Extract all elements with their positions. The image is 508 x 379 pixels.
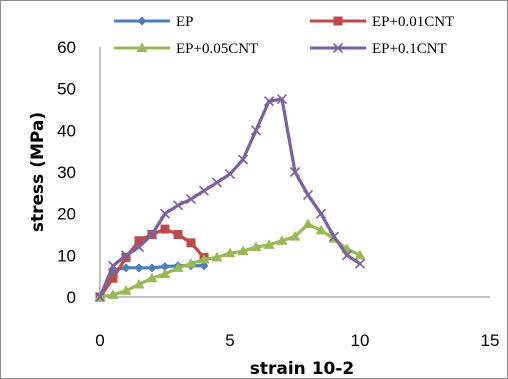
data-point <box>185 194 197 205</box>
legend-label: EP+0.01CNT <box>372 14 454 30</box>
data-point <box>173 230 183 239</box>
legend-item: EP+0.1CNT <box>310 41 447 57</box>
series-ep-0-1cnt <box>94 94 366 303</box>
data-point <box>289 231 301 241</box>
data-point <box>250 125 262 136</box>
data-point <box>263 239 275 249</box>
data-point <box>172 262 184 272</box>
y-tick-label: 50 <box>57 80 76 99</box>
x-tick-label: 15 <box>481 331 500 350</box>
data-point <box>224 247 236 258</box>
data-point <box>302 218 314 229</box>
legend-marker <box>333 16 343 26</box>
data-point <box>237 154 249 165</box>
data-point <box>133 279 145 289</box>
legend-label: EP+0.05CNT <box>176 41 258 57</box>
data-point <box>134 236 144 246</box>
data-point <box>159 208 171 219</box>
legend-item: EP+0.05CNT <box>114 41 258 57</box>
y-axis-title: stress (MPa) <box>28 112 48 232</box>
data-point <box>146 229 158 240</box>
data-point <box>250 241 262 251</box>
data-point <box>120 250 132 261</box>
data-point <box>341 250 353 261</box>
data-point <box>94 291 106 303</box>
y-tick-label: 0 <box>67 288 76 307</box>
legend-item: EP <box>114 14 194 30</box>
legend-label: EP <box>176 14 194 30</box>
data-point <box>160 224 170 234</box>
data-point <box>211 251 223 262</box>
x-axis-title: strain 10-2 <box>250 359 355 379</box>
data-point <box>134 263 144 273</box>
data-point <box>108 273 118 283</box>
legend-item: EP+0.01CNT <box>310 14 454 30</box>
data-point <box>315 224 327 235</box>
y-tick-label: 20 <box>57 205 76 224</box>
data-point <box>146 272 158 283</box>
data-point <box>121 252 131 262</box>
data-point <box>302 189 314 200</box>
data-point <box>211 177 223 188</box>
data-point <box>354 258 366 269</box>
data-point <box>159 268 171 279</box>
data-point <box>198 185 210 196</box>
data-point <box>276 94 288 105</box>
x-tick-label: 5 <box>225 331 234 350</box>
data-point <box>133 241 145 253</box>
axes <box>99 47 490 298</box>
y-tick-label: 40 <box>57 121 76 140</box>
data-point <box>172 200 184 211</box>
data-point <box>186 238 196 248</box>
data-point <box>107 260 119 271</box>
data-point <box>263 96 275 107</box>
y-tick-label: 10 <box>57 246 76 265</box>
data-point <box>354 249 366 260</box>
data-point <box>289 166 301 178</box>
y-tick-label: 30 <box>57 163 76 182</box>
tick-labels: 0 10 20 30 40 50 60 0 5 10 15 <box>57 38 499 350</box>
data-point <box>224 169 236 180</box>
data-point <box>160 262 170 272</box>
series-group <box>94 94 366 303</box>
y-tick-label: 60 <box>57 38 76 57</box>
x-tick-label: 0 <box>95 331 104 350</box>
data-point <box>147 263 157 273</box>
data-point <box>120 285 132 295</box>
x-tick-label: 10 <box>351 331 370 350</box>
legend-label: EP+0.1CNT <box>372 41 447 57</box>
data-point <box>185 258 197 268</box>
data-point <box>107 289 119 299</box>
series-ep-0-05cnt <box>94 218 366 301</box>
data-point <box>198 254 210 264</box>
legend: EP EP+0.01CNT EP+0.05CNT EP+0.1CNT <box>114 14 454 57</box>
data-point <box>237 245 249 256</box>
legend-marker <box>137 16 147 26</box>
data-point <box>276 235 288 245</box>
data-point <box>121 263 131 273</box>
data-point <box>315 208 327 219</box>
legend-marker <box>136 42 148 52</box>
data-point <box>328 231 340 242</box>
legend-marker <box>332 42 344 54</box>
